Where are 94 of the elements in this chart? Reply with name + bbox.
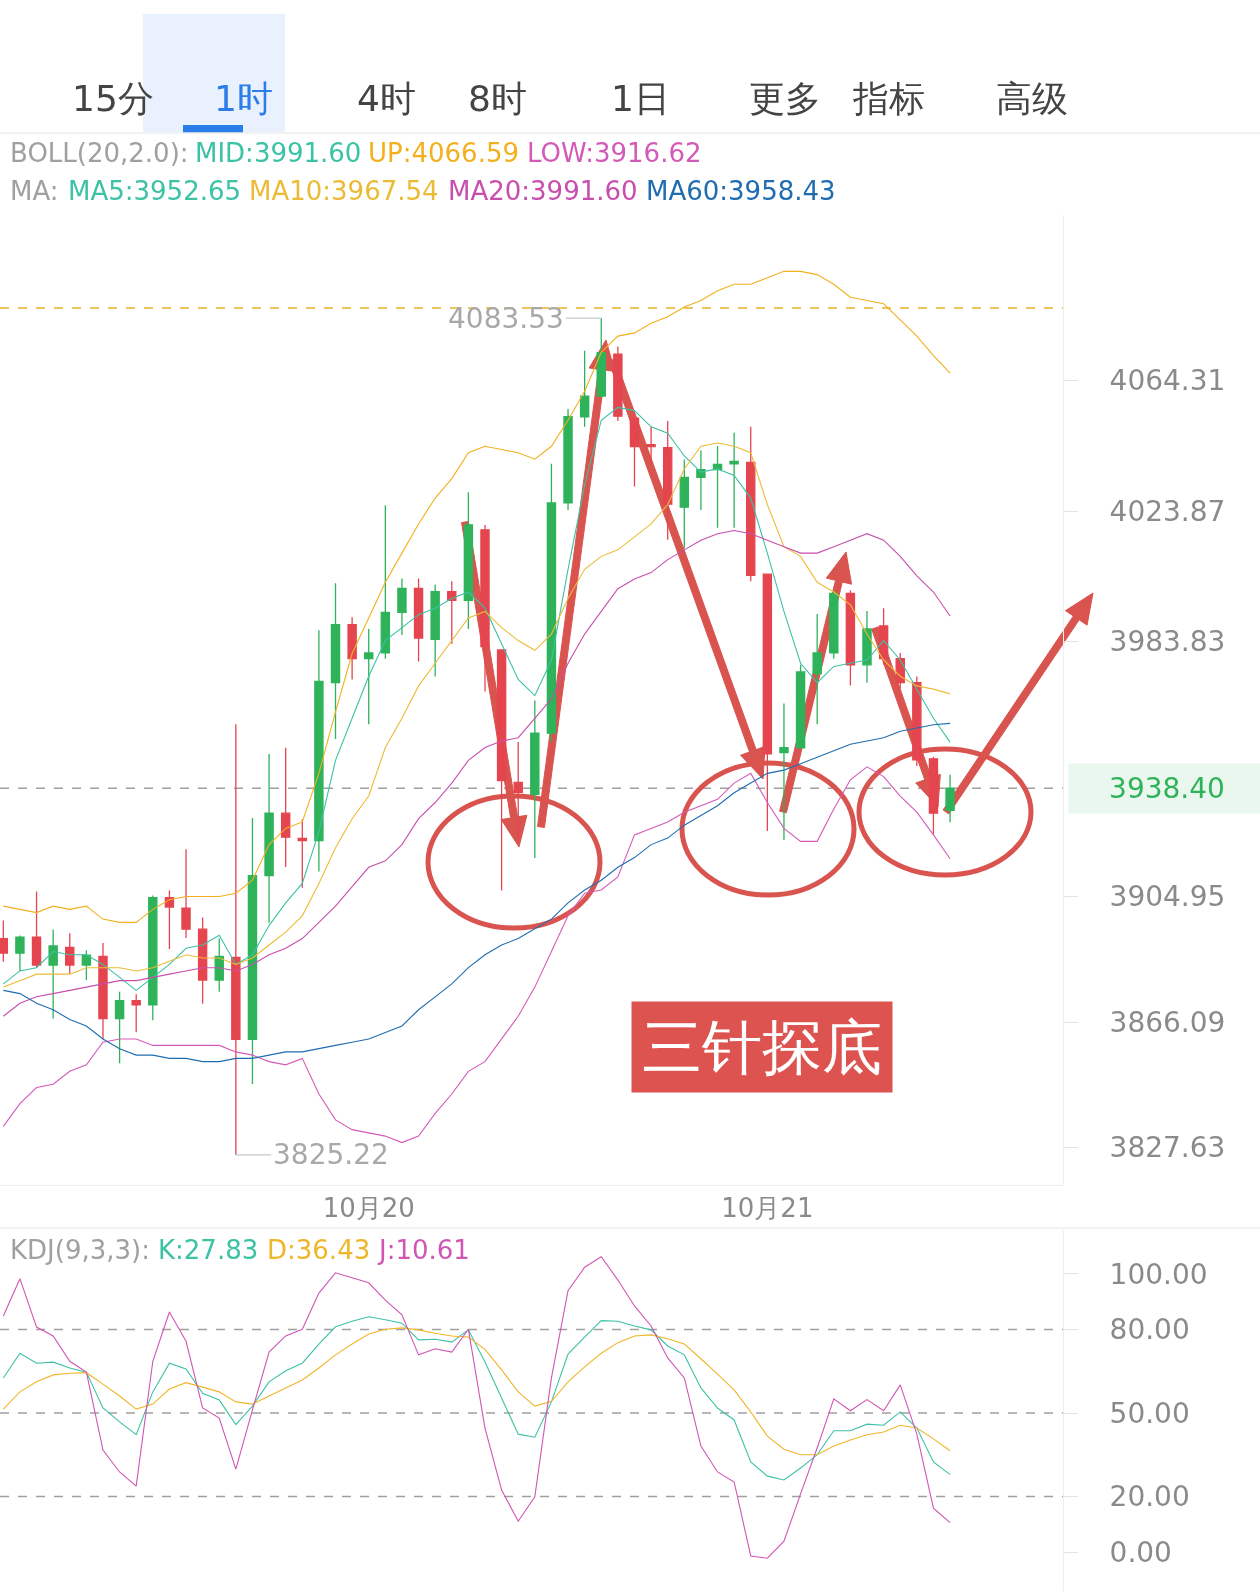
candlestick bbox=[380, 504, 391, 660]
candlestick bbox=[496, 649, 507, 892]
candlestick bbox=[148, 894, 158, 1021]
candlestick bbox=[596, 317, 606, 398]
candlestick bbox=[463, 491, 474, 630]
candlestick bbox=[347, 616, 357, 681]
y-tick-label: 4023.87 bbox=[1109, 495, 1226, 529]
candlestick bbox=[928, 756, 939, 835]
candlestick bbox=[779, 702, 789, 841]
text: 15分 bbox=[72, 78, 154, 119]
candlestick bbox=[912, 675, 922, 767]
line-series bbox=[2, 1327, 951, 1456]
candlestick bbox=[81, 949, 92, 981]
candlestick bbox=[364, 628, 374, 725]
text: MA: bbox=[10, 176, 59, 206]
candlestick bbox=[613, 345, 623, 422]
y-tick-label: 0.00 bbox=[1109, 1535, 1172, 1569]
candlestick bbox=[164, 889, 175, 950]
candlestick bbox=[546, 463, 557, 743]
candlestick bbox=[712, 445, 723, 529]
candlestick bbox=[480, 524, 490, 693]
candlestick bbox=[330, 582, 341, 740]
candlestick bbox=[430, 583, 440, 678]
candlestick bbox=[746, 426, 756, 582]
text: UP:4066.59 bbox=[368, 138, 519, 168]
y-tick-label: 3866.09 bbox=[1109, 1006, 1226, 1040]
annotation: 三针探底 bbox=[642, 1012, 882, 1082]
text: 4时 bbox=[357, 78, 416, 119]
candlestick bbox=[280, 747, 291, 868]
text: 更多 bbox=[749, 78, 821, 119]
candlestick bbox=[729, 431, 739, 529]
candlestick bbox=[629, 417, 640, 488]
candlestick bbox=[679, 458, 690, 550]
candlestick bbox=[829, 589, 839, 660]
text: K:27.83 bbox=[158, 1235, 259, 1265]
candlestick bbox=[945, 774, 955, 823]
y-tick-label: 50.00 bbox=[1109, 1396, 1190, 1430]
text: LOW:3916.62 bbox=[527, 138, 702, 168]
annotation: 4083.53 bbox=[448, 302, 564, 335]
candlestick bbox=[114, 991, 125, 1064]
line-series bbox=[2, 529, 951, 1017]
candlestick bbox=[812, 613, 822, 725]
y-tick-label: 20.00 bbox=[1109, 1480, 1190, 1514]
candlestick bbox=[862, 610, 872, 684]
text: 8时 bbox=[468, 78, 527, 119]
x-tick-label: 10月21 bbox=[721, 1193, 814, 1224]
candlestick bbox=[197, 916, 208, 1005]
candlestick bbox=[845, 589, 856, 687]
candlestick bbox=[447, 580, 457, 645]
candlestick bbox=[131, 993, 141, 1033]
text: MID:3991.60 bbox=[195, 138, 362, 168]
text: MA60:3958.43 bbox=[646, 176, 836, 206]
y-tick-label: 100.00 bbox=[1109, 1257, 1208, 1291]
y-tick-label: 4064.31 bbox=[1109, 364, 1226, 398]
text: MA5:3952.65 bbox=[68, 176, 242, 206]
candlestick bbox=[65, 932, 75, 975]
candlestick bbox=[31, 890, 42, 969]
line-series bbox=[2, 766, 951, 1144]
candlestick bbox=[247, 817, 258, 1085]
y-tick-label: 80.00 bbox=[1109, 1313, 1190, 1347]
series-label: J:10.61 bbox=[377, 1235, 470, 1265]
text: 1日 bbox=[611, 78, 670, 119]
text: BOLL(20,2.0): bbox=[10, 138, 189, 168]
y-tick-label: 3983.83 bbox=[1109, 624, 1226, 658]
candlestick bbox=[314, 629, 324, 873]
y-tick-label: 3827.63 bbox=[1109, 1130, 1226, 1164]
text: MA10:3967.54 bbox=[249, 176, 439, 206]
candlestick bbox=[563, 408, 573, 511]
candlestick bbox=[646, 426, 656, 464]
text: D:36.43 bbox=[267, 1235, 371, 1265]
annotation: 3825.22 bbox=[273, 1138, 389, 1171]
candlestick bbox=[231, 723, 241, 1156]
candlestick bbox=[48, 928, 58, 1020]
candlestick bbox=[513, 741, 523, 838]
ref-line-label: 3938.40 bbox=[1109, 772, 1225, 805]
candlestick bbox=[579, 350, 590, 428]
candlestick bbox=[662, 420, 673, 541]
candlestick bbox=[413, 577, 424, 663]
candlestick bbox=[98, 942, 108, 1040]
candlestick bbox=[762, 573, 773, 832]
candlestick bbox=[397, 577, 407, 636]
candlestick bbox=[264, 753, 274, 924]
x-tick-label: 10月20 bbox=[322, 1193, 415, 1224]
candlestick bbox=[181, 848, 191, 939]
annotation: KDJ(9,3,3): bbox=[10, 1235, 150, 1265]
candlestick bbox=[530, 699, 540, 859]
candlestick bbox=[15, 934, 25, 972]
candlestick bbox=[0, 919, 9, 963]
text: 高级 bbox=[996, 78, 1068, 119]
candlestick bbox=[795, 664, 806, 749]
line-series bbox=[2, 1316, 951, 1481]
text: MA20:3991.60 bbox=[448, 176, 638, 206]
text: 指标 bbox=[852, 78, 925, 119]
y-tick-label: 3904.95 bbox=[1109, 880, 1226, 914]
